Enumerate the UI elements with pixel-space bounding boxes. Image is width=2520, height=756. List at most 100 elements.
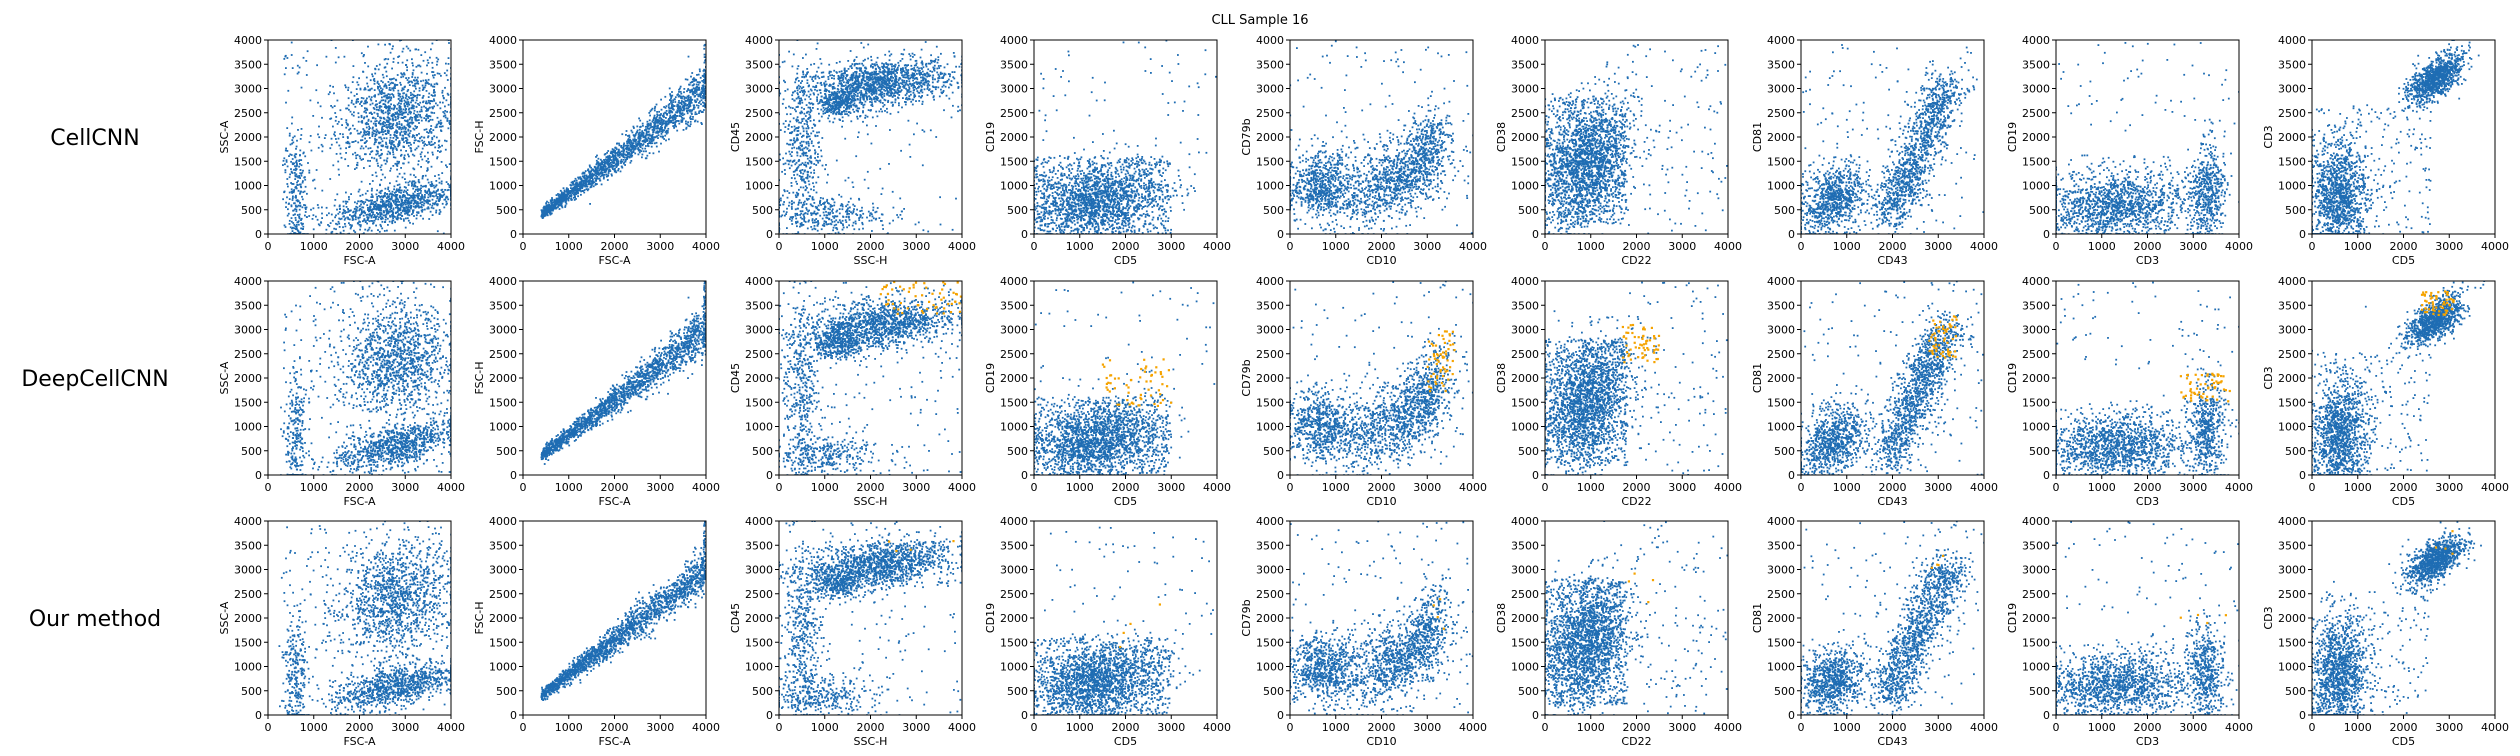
data-point [690, 99, 692, 101]
data-point [653, 152, 655, 154]
data-point [632, 139, 634, 141]
data-point [374, 214, 376, 216]
data-point [614, 152, 616, 154]
data-point [388, 130, 390, 132]
data-point [372, 103, 374, 105]
data-point [361, 105, 363, 107]
data-point [411, 82, 413, 84]
data-point [863, 47, 865, 49]
data-point [612, 156, 614, 158]
x-axis-label: FSC-A [598, 254, 631, 267]
data-point [634, 138, 636, 140]
data-point [395, 194, 397, 196]
data-point [363, 132, 365, 134]
data-point [700, 103, 702, 105]
data-point [374, 208, 376, 210]
data-point [694, 121, 696, 123]
data-point [408, 184, 410, 186]
data-point [414, 149, 416, 151]
data-point [376, 194, 378, 196]
data-point [382, 74, 384, 76]
data-point [402, 196, 404, 198]
data-point [623, 156, 625, 158]
data-point [295, 175, 297, 177]
data-point [417, 164, 419, 166]
data-point [412, 62, 414, 64]
data-point [384, 130, 386, 132]
data-point [422, 85, 424, 87]
data-point [326, 214, 328, 216]
data-point [374, 83, 376, 85]
data-point [367, 123, 369, 125]
data-point [690, 82, 692, 84]
data-point [427, 82, 429, 84]
data-point [299, 202, 301, 204]
data-point [366, 214, 368, 216]
data-point [399, 93, 401, 95]
data-point [560, 200, 562, 202]
data-point [392, 217, 394, 219]
data-point [375, 225, 377, 227]
data-point [416, 214, 418, 216]
data-point [427, 197, 429, 199]
data-point [914, 54, 916, 56]
y-tick-label: 500 [496, 204, 517, 217]
data-point [413, 215, 415, 217]
data-point [621, 145, 623, 147]
data-point [285, 171, 287, 173]
data-point [408, 201, 410, 203]
data-point [351, 114, 353, 116]
data-point [358, 84, 360, 86]
data-point [691, 112, 693, 114]
data-point [295, 195, 297, 197]
data-point [285, 202, 287, 204]
data-point [285, 206, 287, 208]
data-point [359, 195, 361, 197]
data-point [955, 66, 957, 68]
data-point [295, 217, 297, 219]
data-point [393, 154, 395, 156]
data-point [414, 137, 416, 139]
data-point [445, 149, 447, 151]
data-point [440, 211, 442, 213]
data-point [360, 208, 362, 210]
data-point [657, 137, 659, 139]
data-point [419, 102, 421, 104]
data-point [305, 211, 307, 213]
data-point [301, 196, 303, 198]
data-point [656, 146, 658, 148]
data-point [417, 103, 419, 105]
data-point [882, 102, 884, 104]
data-point [292, 67, 294, 69]
data-point [365, 153, 367, 155]
data-point [428, 93, 430, 95]
data-point [376, 160, 378, 162]
data-point [282, 198, 284, 200]
data-point [566, 189, 568, 191]
data-point [391, 87, 393, 89]
data-point [944, 67, 946, 69]
data-point [645, 126, 647, 128]
data-point [372, 223, 374, 225]
data-point [649, 152, 651, 154]
data-point [663, 106, 665, 108]
data-point [676, 130, 678, 132]
data-point [296, 200, 298, 202]
data-point [415, 102, 417, 104]
data-point [380, 217, 382, 219]
data-point [700, 77, 702, 79]
data-point [363, 211, 365, 213]
data-point [390, 134, 392, 136]
data-point [388, 203, 390, 205]
data-point [335, 47, 337, 49]
data-point [390, 147, 392, 149]
data-point [358, 121, 360, 123]
y-tick-label: 4000 [234, 34, 262, 47]
data-point [444, 87, 446, 89]
data-point [640, 146, 642, 148]
data-point [594, 181, 596, 183]
data-point [431, 137, 433, 139]
data-point [612, 168, 614, 170]
data-point [596, 162, 598, 164]
data-point [289, 192, 291, 194]
